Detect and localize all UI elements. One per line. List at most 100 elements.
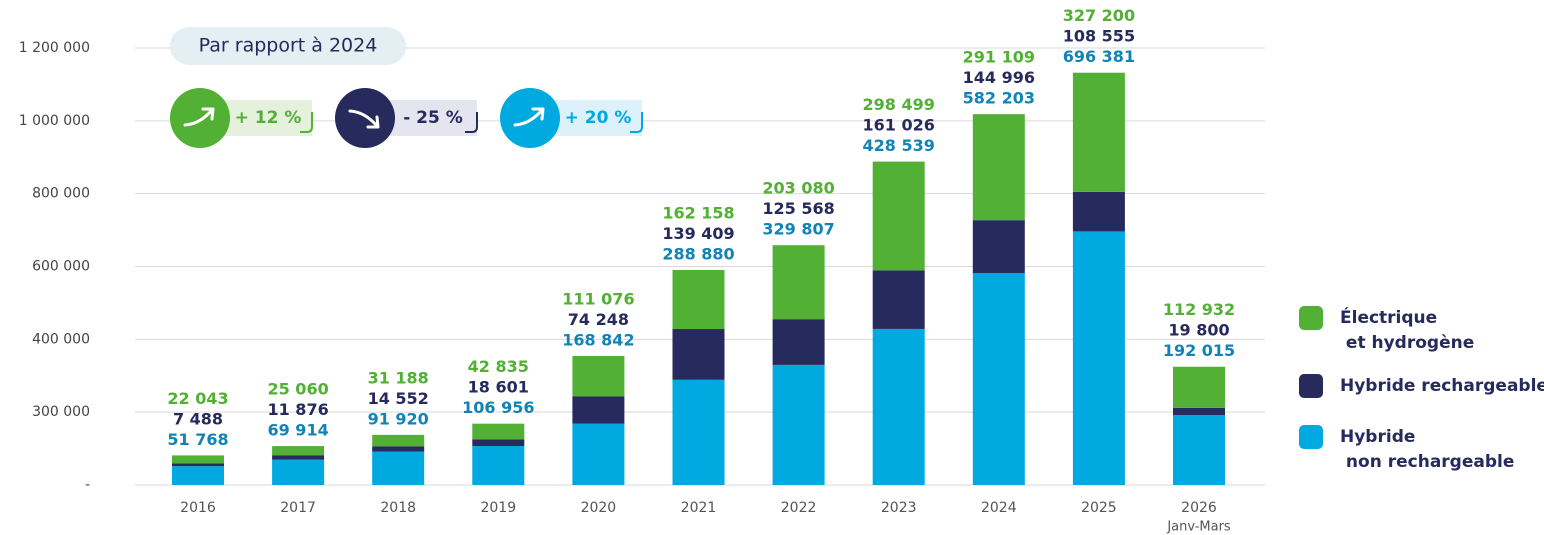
bar-segment	[772, 245, 825, 320]
bar-segment	[872, 270, 925, 329]
bar-segment	[572, 356, 625, 397]
value-label: 31 188	[368, 368, 429, 387]
badge-circle	[170, 88, 230, 148]
x-tick-label: 2017	[280, 500, 316, 516]
value-label: 291 109	[963, 48, 1035, 67]
legend-swatch	[1299, 425, 1323, 449]
value-label: 11 876	[267, 400, 328, 419]
value-label: 51 768	[167, 430, 228, 449]
value-label: 14 552	[368, 389, 429, 408]
value-label: 288 880	[662, 244, 734, 263]
badge-arrow	[348, 109, 380, 129]
x-tick-label: 2023	[881, 500, 917, 516]
legend-label: Hybride non rechargeable	[1340, 427, 1514, 472]
value-label: 22 043	[167, 389, 228, 408]
bar-segment	[1173, 415, 1225, 485]
value-label: 139 409	[662, 224, 734, 243]
value-label: 192 015	[1163, 341, 1235, 360]
badge-corner	[465, 112, 478, 133]
bar-segment	[372, 451, 425, 485]
bar-segment	[972, 114, 1025, 221]
y-tick-label: 600 000	[32, 259, 90, 275]
value-label: 7 488	[173, 409, 223, 428]
bar-segment	[672, 379, 725, 485]
annotation-pill	[170, 27, 406, 65]
value-label: 327 200	[1063, 6, 1135, 25]
x-tick-label: 2024	[981, 500, 1017, 516]
bar-segment	[872, 328, 925, 485]
bar-segment	[1072, 72, 1125, 192]
value-label: 161 026	[863, 116, 935, 135]
value-label: 112 932	[1163, 300, 1235, 319]
bar-segment	[1072, 231, 1125, 485]
value-label: 25 060	[267, 380, 328, 399]
bar-segment	[572, 423, 625, 485]
y-tick-label: 1 000 000	[19, 113, 90, 129]
legend-label: Électrique et hydrogène	[1340, 306, 1474, 353]
value-label: 428 539	[863, 136, 935, 155]
badge-circle	[335, 88, 395, 148]
badge-corner	[630, 112, 643, 133]
value-label: 108 555	[1063, 27, 1135, 46]
value-label: 91 920	[368, 409, 429, 428]
bar-segment	[472, 446, 525, 485]
bar-segment	[972, 272, 1025, 485]
y-tick-label: -	[85, 477, 90, 493]
bar-segment	[672, 329, 725, 380]
y-tick-label: 300 000	[32, 404, 90, 420]
bar-segment	[172, 466, 224, 485]
bar-segment	[1173, 366, 1225, 408]
value-label: 203 080	[762, 179, 834, 198]
bar-segment	[272, 455, 325, 460]
value-label: 125 568	[762, 199, 834, 218]
x-tick-label: 2026	[1181, 500, 1217, 516]
value-label: 69 914	[267, 421, 328, 440]
bar-segment	[272, 459, 325, 485]
badge-arrow	[513, 107, 545, 127]
badge-label: + 12 %	[235, 108, 302, 128]
bar-segment	[772, 319, 825, 365]
bar-segment	[772, 364, 825, 485]
bar-segment	[1173, 407, 1225, 416]
bar-segment	[472, 439, 525, 447]
badge-label: - 25 %	[403, 108, 463, 128]
x-tick-note: Janv-Mars	[1166, 520, 1231, 535]
x-tick-label: 2016	[180, 500, 216, 516]
badge-label: + 20 %	[565, 108, 632, 128]
x-tick-label: 2025	[1081, 500, 1117, 516]
badge-corner	[300, 112, 313, 133]
bar-segment	[372, 446, 425, 452]
legend-line: et hydrogène	[1340, 333, 1474, 353]
badge-arrow	[183, 107, 215, 127]
y-tick-label: 1 200 000	[19, 40, 90, 56]
value-label: 168 842	[562, 331, 634, 350]
value-label: 111 076	[562, 290, 634, 309]
bar-segment	[972, 220, 1025, 273]
legend-swatch	[1299, 306, 1323, 330]
value-label: 329 807	[762, 220, 834, 239]
value-label: 19 800	[1168, 321, 1229, 340]
legend-line: non rechargeable	[1340, 452, 1514, 472]
value-label: 42 835	[468, 357, 529, 376]
bar-segment	[572, 396, 625, 424]
bar-segment	[272, 446, 325, 456]
bar-segment	[372, 434, 425, 447]
value-label: 74 248	[568, 310, 629, 329]
bar-segment	[472, 423, 525, 440]
value-label: 582 203	[963, 89, 1035, 108]
bar-segment	[1072, 191, 1125, 232]
bar-segment	[872, 161, 925, 271]
legend-line: Électrique	[1340, 306, 1437, 328]
x-tick-label: 2022	[781, 500, 817, 516]
value-label: 18 601	[468, 378, 529, 397]
x-tick-label: 2018	[380, 500, 416, 516]
x-tick-label: 2020	[581, 500, 617, 516]
value-label: 106 956	[462, 398, 534, 417]
value-label: 298 499	[863, 95, 935, 114]
legend-line: Hybride	[1340, 427, 1415, 447]
x-tick-label: 2021	[681, 500, 717, 516]
bar-segment	[172, 455, 224, 464]
y-tick-label: 800 000	[32, 186, 90, 202]
